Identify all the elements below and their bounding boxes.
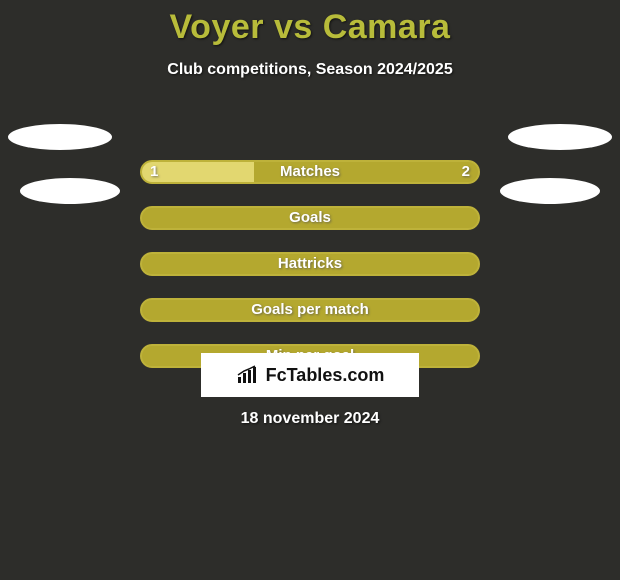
side-ellipse xyxy=(500,178,600,204)
subtitle: Club competitions, Season 2024/2025 xyxy=(0,61,620,79)
comparison-row: Hattricks xyxy=(0,252,620,298)
bar-track xyxy=(140,252,480,276)
side-ellipse xyxy=(508,124,612,150)
brand-text: FcTables.com xyxy=(266,365,385,386)
side-ellipse xyxy=(8,124,112,150)
brand-box: FcTables.com xyxy=(201,353,419,397)
page-title: Voyer vs Camara xyxy=(0,0,620,47)
bar-track xyxy=(140,298,480,322)
bar-track xyxy=(140,206,480,230)
brand-chart-icon xyxy=(236,365,262,385)
date-line: 18 november 2024 xyxy=(0,410,620,428)
comparison-row: Goals per match xyxy=(0,298,620,344)
comparison-row: Goals xyxy=(0,206,620,252)
side-ellipse xyxy=(20,178,120,204)
bar-track xyxy=(140,160,480,184)
bar-left-fill xyxy=(142,162,254,182)
